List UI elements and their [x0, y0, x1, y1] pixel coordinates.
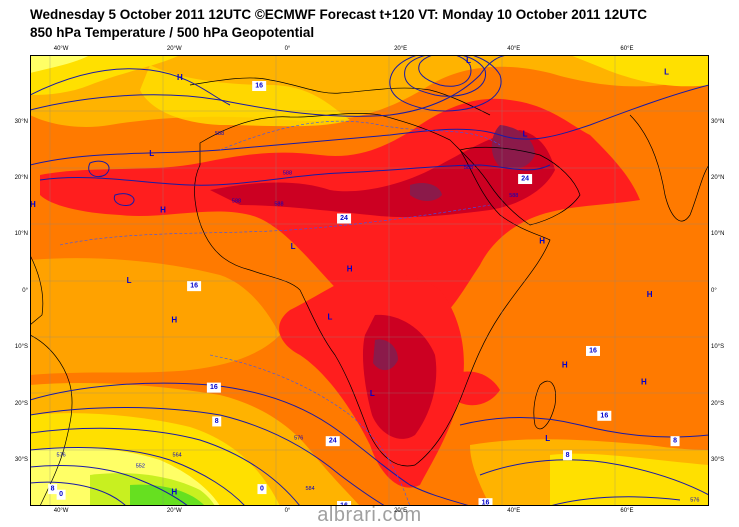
lat-tick-label-left: 0° [4, 288, 28, 294]
lat-tick-label-left: 30°N [4, 119, 28, 125]
isotherm-label: 16 [255, 83, 263, 90]
lon-tick-label-top: 20°E [389, 46, 413, 52]
isotherm-label: 16 [600, 412, 608, 419]
high-pressure-marker: H [539, 237, 545, 246]
geopotential-label: 552 [136, 464, 145, 470]
geopotential-label: 584 [305, 486, 314, 492]
low-pressure-marker: L [466, 56, 471, 65]
lat-tick-label-right: 10°N [711, 231, 735, 237]
geopotential-label: 564 [173, 452, 182, 458]
low-pressure-marker: L [370, 389, 375, 398]
isotherm-label: 8 [673, 438, 677, 445]
lon-tick-label-top: 40°E [502, 46, 526, 52]
chart-subtitle: 850 hPa Temperature / 500 hPa Geopotenti… [30, 25, 314, 40]
lon-tick-label-top: 60°E [615, 46, 639, 52]
low-pressure-marker: L [127, 276, 132, 285]
high-pressure-marker: H [171, 315, 177, 324]
lat-tick-label-right: 30°N [711, 119, 735, 125]
lat-tick-label-left: 20°N [4, 175, 28, 181]
isotherm-label: 0 [260, 486, 264, 493]
high-pressure-marker: H [347, 265, 353, 274]
low-pressure-marker: L [149, 149, 154, 158]
lat-tick-label-left: 10°S [4, 344, 28, 350]
geopotential-label: 588 [232, 199, 241, 205]
lon-tick-label-bottom: 60°E [615, 508, 639, 514]
high-pressure-marker: H [171, 487, 177, 496]
geopotential-label: 588 [215, 131, 224, 137]
forecast-map: 588 588 588 588 588 588 576 584 552 564 576 576 16 2… [30, 55, 709, 506]
isotherm-label: 16 [589, 347, 597, 354]
isotherm-label: 24 [340, 215, 348, 222]
map-canvas: 588 588 588 588 588 588 576 584 552 564 576 576 16 2… [30, 55, 709, 506]
isotherm-label: 8 [566, 452, 570, 459]
geopotential-label: 588 [283, 170, 292, 176]
lon-tick-label-bottom: 0° [275, 508, 299, 514]
isotherm-label: 8 [51, 486, 55, 493]
high-pressure-marker: H [160, 206, 166, 215]
low-pressure-marker: L [291, 242, 296, 251]
isotherm-label: 0 [59, 491, 63, 498]
low-pressure-marker: L [327, 313, 332, 322]
geopotential-label: 576 [690, 497, 699, 503]
lat-tick-label-right: 10°S [711, 344, 735, 350]
lat-tick-label-left: 10°N [4, 231, 28, 237]
geopotential-label: 588 [509, 193, 518, 199]
high-pressure-marker: H [177, 73, 183, 82]
geopotential-label: 576 [57, 452, 66, 458]
lat-tick-label-left: 20°S [4, 401, 28, 407]
low-pressure-marker: L [523, 129, 528, 138]
lon-tick-label-top: 40°W [49, 46, 73, 52]
high-pressure-marker: H [641, 377, 647, 386]
isotherm-label: 24 [521, 176, 529, 183]
lon-tick-label-bottom: 20°E [389, 508, 413, 514]
lat-tick-label-right: 20°S [711, 401, 735, 407]
geopotential-label: 576 [294, 435, 303, 441]
isotherm-label: 8 [215, 418, 219, 425]
lat-tick-label-left: 30°S [4, 457, 28, 463]
lat-tick-label-right: 0° [711, 288, 735, 294]
lon-tick-label-bottom: 40°E [502, 508, 526, 514]
geopotential-label: 588 [464, 165, 473, 171]
low-pressure-marker: L [545, 434, 550, 443]
isotherm-label: 16 [210, 384, 218, 391]
lon-tick-label-top: 20°W [162, 46, 186, 52]
lat-tick-label-right: 20°N [711, 175, 735, 181]
lon-tick-label-bottom: 20°W [162, 508, 186, 514]
geopotential-label: 588 [274, 201, 283, 207]
isotherm-label: 24 [329, 438, 337, 445]
lon-tick-label-bottom: 40°W [49, 508, 73, 514]
isotherm-label: 16 [190, 283, 198, 290]
low-pressure-marker: L [664, 67, 669, 76]
chart-title: Wednesday 5 October 2011 12UTC ©ECMWF Fo… [30, 7, 647, 22]
lon-tick-label-top: 0° [275, 46, 299, 52]
high-pressure-marker: H [647, 290, 653, 299]
high-pressure-marker: H [562, 361, 568, 370]
lat-tick-label-right: 30°S [711, 457, 735, 463]
